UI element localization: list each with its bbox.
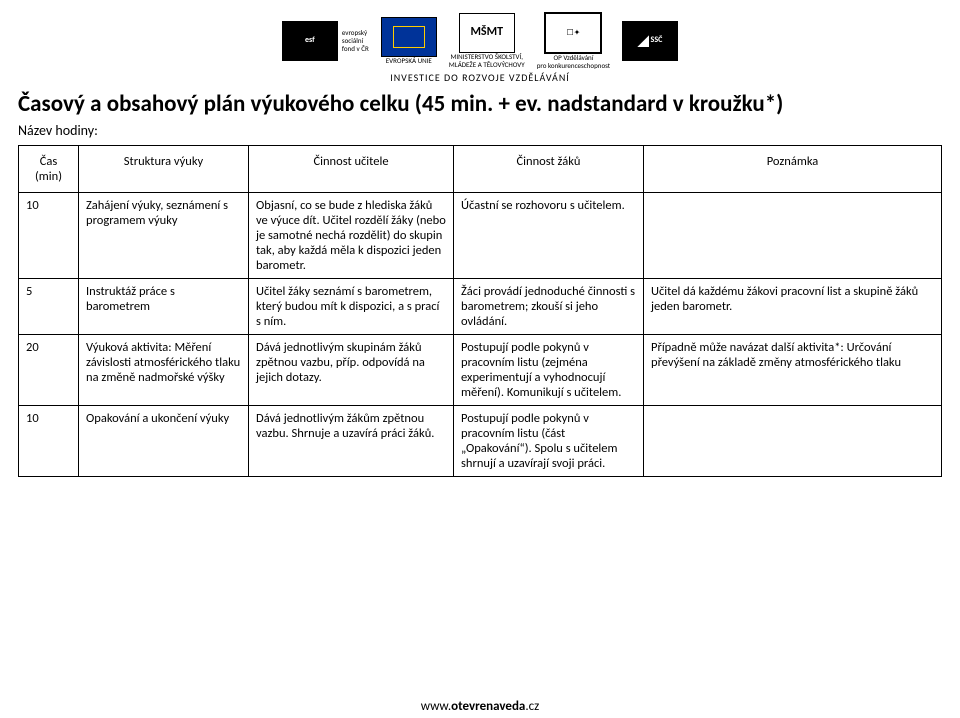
cell-note: Případně může navázat další aktivita*: U…: [644, 335, 942, 406]
cell-students: Postupují podle pokynů v pracovním listu…: [454, 406, 644, 477]
col-students: Činnost žáků: [454, 146, 644, 193]
tagline: INVESTICE DO ROZVOJE VZDĚLÁVÁNÍ: [18, 71, 942, 84]
cell-teacher: Učitel žáky seznámí s barometrem, který …: [249, 279, 454, 335]
table-body: 10 Zahájení výuky, seznámení s programem…: [19, 193, 942, 477]
plan-table: Čas (min) Struktura výuky Činnost učitel…: [18, 145, 942, 477]
cell-students: Postupují podle pokynů v pracovním listu…: [454, 335, 644, 406]
logo-msmt: MŠMT MINISTERSTVO ŠKOLSTVÍ, MLÁDEŽE A TĚ…: [449, 12, 525, 69]
cell-time: 5: [19, 279, 79, 335]
table-header-row: Čas (min) Struktura výuky Činnost učitel…: [19, 146, 942, 193]
table-row: 20 Výuková aktivita: Měření závislosti a…: [19, 335, 942, 406]
cell-students: Žáci provádí jednoduché činnosti s barom…: [454, 279, 644, 335]
logo-esf-caption: evropský sociální fond v ČR: [342, 29, 369, 52]
cell-structure: Opakování a ukončení výuky: [79, 406, 249, 477]
cell-teacher: Objasní, co se bude z hlediska žáků ve v…: [249, 193, 454, 279]
cell-students: Účastní se rozhovoru s učitelem.: [454, 193, 644, 279]
cell-note: [644, 193, 942, 279]
logo-row: esf evropský sociální fond v ČR EVROPSKÁ…: [18, 12, 942, 69]
cell-note: Učitel dá každému žákovi pracovní list a…: [644, 279, 942, 335]
col-note: Poznámka: [644, 146, 942, 193]
page: esf evropský sociální fond v ČR EVROPSKÁ…: [0, 0, 960, 718]
footer-post: .cz: [525, 699, 539, 714]
logo-eu-caption: EVROPSKÁ UNIE: [386, 57, 432, 65]
table-row: 5 Instruktáž práce s barometrem Učitel ž…: [19, 279, 942, 335]
cell-structure: Zahájení výuky, seznámení s programem vý…: [79, 193, 249, 279]
cell-structure: Výuková aktivita: Měření závislosti atmo…: [79, 335, 249, 406]
cell-teacher: Dává jednotlivým skupinám žáků zpětnou v…: [249, 335, 454, 406]
logo-eu: EVROPSKÁ UNIE: [381, 12, 437, 69]
cell-time: 10: [19, 406, 79, 477]
cell-time: 10: [19, 193, 79, 279]
table-row: 10 Opakování a ukončení výuky Dává jedno…: [19, 406, 942, 477]
col-time: Čas (min): [19, 146, 79, 193]
footer-bold: otevrenaveda: [451, 699, 525, 714]
lesson-name-label: Název hodiny:: [18, 122, 942, 139]
logo-op-caption2: pro konkurenceschopnost: [537, 62, 610, 70]
cell-structure: Instruktáž práce s barometrem: [79, 279, 249, 335]
footer-pre: www.: [421, 699, 451, 714]
table-row: 10 Zahájení výuky, seznámení s programem…: [19, 193, 942, 279]
col-structure: Struktura výuky: [79, 146, 249, 193]
cell-note: [644, 406, 942, 477]
footer: www.otevrenaveda.cz: [0, 699, 960, 714]
logo-ssc: ◢ SSČ: [622, 12, 678, 69]
cell-time: 20: [19, 335, 79, 406]
logo-msmt-caption2: MLÁDEŽE A TĚLOVÝCHOVY: [449, 61, 525, 69]
page-title: Časový a obsahový plán výukového celku (…: [18, 90, 942, 118]
cell-teacher: Dává jednotlivým žákům zpětnou vazbu. Sh…: [249, 406, 454, 477]
logo-esf: esf evropský sociální fond v ČR: [282, 12, 369, 69]
logo-op: ☐✦ OP Vzdělávání pro konkurenceschopnost: [537, 12, 610, 69]
col-teacher: Činnost učitele: [249, 146, 454, 193]
